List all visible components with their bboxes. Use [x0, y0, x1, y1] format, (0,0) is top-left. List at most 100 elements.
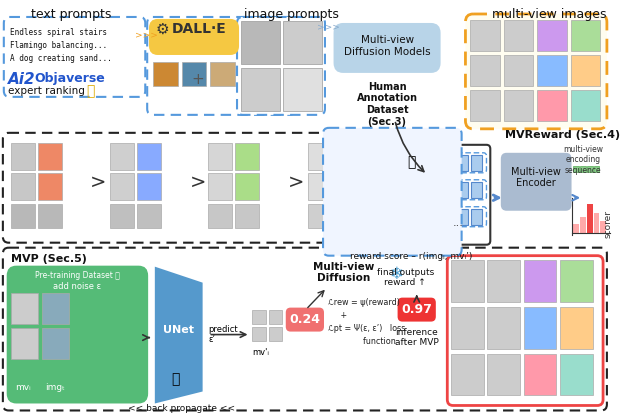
FancyBboxPatch shape	[42, 292, 69, 324]
FancyBboxPatch shape	[524, 260, 556, 302]
FancyBboxPatch shape	[593, 166, 599, 172]
Text: add noise ε: add noise ε	[53, 282, 102, 291]
Text: reward score – r(imgᵢ, mvᵢ’): reward score – r(imgᵢ, mvᵢ’)	[350, 252, 472, 261]
FancyBboxPatch shape	[241, 68, 280, 111]
FancyBboxPatch shape	[335, 204, 358, 228]
FancyBboxPatch shape	[3, 133, 424, 243]
Text: +: +	[191, 72, 204, 87]
FancyBboxPatch shape	[431, 182, 442, 198]
FancyBboxPatch shape	[488, 307, 520, 349]
FancyBboxPatch shape	[593, 213, 599, 233]
Text: >: >	[288, 173, 305, 192]
Text: Pre-training Dataset 𝓓: Pre-training Dataset 𝓓	[35, 271, 120, 280]
Text: multi-view
encoding
sequence: multi-view encoding sequence	[563, 145, 603, 175]
FancyBboxPatch shape	[211, 62, 235, 86]
FancyBboxPatch shape	[237, 17, 325, 115]
FancyBboxPatch shape	[4, 17, 145, 97]
Text: >>>: >>>	[317, 22, 340, 31]
FancyBboxPatch shape	[524, 307, 556, 349]
Text: 📡: 📡	[407, 155, 415, 169]
FancyBboxPatch shape	[12, 292, 38, 324]
FancyBboxPatch shape	[465, 14, 607, 129]
Text: mvᵢ: mvᵢ	[15, 383, 31, 391]
FancyBboxPatch shape	[426, 145, 490, 245]
Text: Endless spiral stairs: Endless spiral stairs	[10, 28, 107, 37]
FancyBboxPatch shape	[269, 327, 282, 341]
FancyBboxPatch shape	[150, 20, 238, 54]
FancyBboxPatch shape	[501, 153, 572, 211]
FancyBboxPatch shape	[209, 173, 232, 200]
FancyBboxPatch shape	[323, 128, 461, 256]
Text: Ai2: Ai2	[8, 72, 35, 87]
Text: Flamingo balancing...: Flamingo balancing...	[10, 41, 107, 50]
FancyBboxPatch shape	[571, 55, 600, 86]
FancyBboxPatch shape	[137, 173, 161, 200]
FancyBboxPatch shape	[537, 90, 567, 121]
Text: final outputs
reward ↑: final outputs reward ↑	[376, 267, 434, 287]
FancyBboxPatch shape	[587, 166, 593, 172]
FancyBboxPatch shape	[209, 143, 232, 170]
FancyBboxPatch shape	[283, 68, 322, 111]
Text: multi-view images: multi-view images	[492, 8, 607, 21]
FancyBboxPatch shape	[6, 266, 148, 404]
FancyBboxPatch shape	[235, 204, 259, 228]
FancyBboxPatch shape	[571, 20, 600, 51]
FancyBboxPatch shape	[153, 62, 178, 86]
FancyBboxPatch shape	[333, 23, 440, 73]
FancyBboxPatch shape	[12, 173, 35, 200]
FancyBboxPatch shape	[12, 327, 38, 359]
Text: >: >	[189, 173, 206, 192]
Text: << back propagate <<: << back propagate <<	[128, 404, 235, 414]
Text: expert ranking: expert ranking	[8, 86, 84, 96]
FancyBboxPatch shape	[110, 143, 134, 170]
FancyBboxPatch shape	[269, 310, 282, 324]
FancyBboxPatch shape	[38, 173, 62, 200]
Text: Multi-view
Diffusion Models: Multi-view Diffusion Models	[344, 35, 430, 57]
FancyBboxPatch shape	[573, 166, 579, 172]
FancyBboxPatch shape	[110, 173, 134, 200]
FancyBboxPatch shape	[504, 20, 533, 51]
FancyBboxPatch shape	[573, 224, 579, 233]
FancyBboxPatch shape	[335, 173, 358, 200]
FancyBboxPatch shape	[488, 260, 520, 302]
Text: 0.97: 0.97	[401, 303, 432, 316]
Text: MVReward (Sec.4): MVReward (Sec.4)	[504, 130, 620, 140]
FancyBboxPatch shape	[308, 173, 332, 200]
Text: inference
after MVP: inference after MVP	[395, 327, 438, 347]
FancyBboxPatch shape	[335, 143, 358, 170]
Text: Multi-view
Encoder: Multi-view Encoder	[511, 167, 561, 188]
Text: ℒrew = ψ(reward)
     +
ℒpt = Ψ(ε, ε’)   loss
              function: ℒrew = ψ(reward) + ℒpt = Ψ(ε, ε’) loss f…	[328, 297, 405, 346]
FancyBboxPatch shape	[524, 354, 556, 396]
FancyBboxPatch shape	[252, 310, 266, 324]
FancyBboxPatch shape	[580, 217, 586, 233]
FancyBboxPatch shape	[444, 209, 455, 225]
FancyBboxPatch shape	[283, 21, 322, 64]
FancyBboxPatch shape	[470, 90, 500, 121]
FancyBboxPatch shape	[286, 307, 324, 332]
FancyBboxPatch shape	[471, 209, 482, 225]
Text: Objaverse: Objaverse	[35, 72, 105, 85]
Text: ...: ...	[452, 218, 463, 228]
Text: ⚙: ⚙	[156, 22, 170, 37]
FancyBboxPatch shape	[471, 182, 482, 198]
Text: UNet: UNet	[163, 324, 194, 334]
FancyBboxPatch shape	[308, 204, 332, 228]
FancyBboxPatch shape	[12, 204, 35, 228]
FancyBboxPatch shape	[431, 209, 442, 225]
Text: Human
Annotation
Dataset
(Sec.3): Human Annotation Dataset (Sec.3)	[356, 82, 417, 127]
Text: imgₜ: imgₜ	[45, 383, 65, 391]
FancyBboxPatch shape	[560, 307, 593, 349]
FancyBboxPatch shape	[110, 204, 134, 228]
FancyBboxPatch shape	[447, 256, 603, 406]
FancyBboxPatch shape	[252, 327, 266, 341]
Text: 0.24: 0.24	[289, 313, 321, 326]
FancyBboxPatch shape	[471, 155, 482, 171]
Text: DALL·E: DALL·E	[172, 22, 227, 36]
FancyBboxPatch shape	[235, 173, 259, 200]
FancyBboxPatch shape	[458, 155, 468, 171]
Polygon shape	[155, 267, 203, 404]
FancyBboxPatch shape	[38, 204, 62, 228]
FancyBboxPatch shape	[504, 90, 533, 121]
FancyBboxPatch shape	[560, 354, 593, 396]
Text: mv'ᵢ: mv'ᵢ	[253, 347, 269, 357]
